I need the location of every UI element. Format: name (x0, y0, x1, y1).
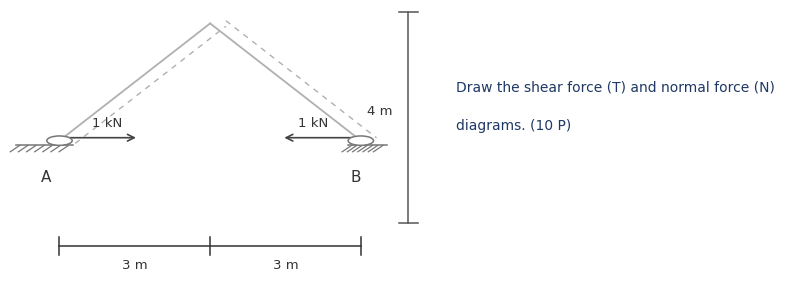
Circle shape (348, 136, 374, 145)
Text: Draw the shear force (T) and normal force (N): Draw the shear force (T) and normal forc… (456, 81, 775, 95)
Text: A: A (40, 170, 52, 185)
Text: diagrams. (10 P): diagrams. (10 P) (456, 119, 571, 133)
Circle shape (47, 136, 72, 145)
Text: 1 kN: 1 kN (298, 117, 328, 130)
Text: B: B (350, 170, 361, 185)
Text: 3 m: 3 m (122, 259, 147, 272)
Text: 4 m: 4 m (367, 105, 393, 118)
Text: 3 m: 3 m (273, 259, 298, 272)
Text: 1 kN: 1 kN (92, 117, 122, 130)
